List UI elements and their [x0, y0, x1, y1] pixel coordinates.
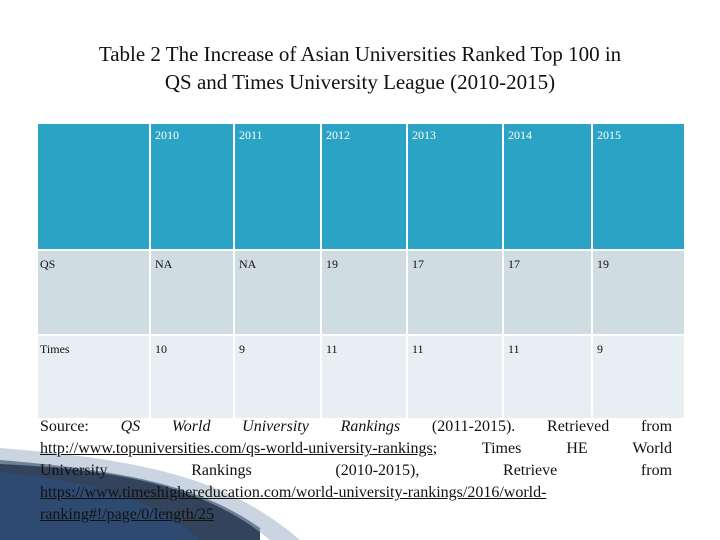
table-header-row: 2010 2011 2012 2013 2014 2015 [36, 122, 686, 251]
source-citation: Source: QS World University Rankings (20… [40, 416, 672, 526]
title-line-2: QS and Times University League (2010-201… [164, 70, 556, 94]
source-line-4: https://www.timeshighereducation.com/wor… [40, 482, 672, 504]
table-row-times: Times 10 9 11 11 11 9 [36, 334, 686, 420]
header-cell-2013: 2013 [406, 122, 504, 251]
header-cell-2010: 2010 [149, 122, 235, 251]
table-cell: NA [149, 249, 235, 336]
table-cell: 17 [406, 249, 504, 336]
source-line-5: ranking#!/page/0/length/25 [40, 504, 672, 526]
table-title: Table 2 The Increase of Asian Universiti… [20, 40, 700, 96]
source-semicolon: ; [432, 440, 438, 457]
header-cell-2014: 2014 [502, 122, 593, 251]
source-qs-years: (2011-2015). [431, 418, 516, 435]
source-qs-name: QS World University Rankings [120, 418, 401, 435]
table-row-qs: QS NA NA 19 17 17 19 [36, 249, 686, 336]
times-rankings-link[interactable]: https://www.timeshighereducation.com/wor… [40, 484, 547, 501]
source-times-prefix: Times HE World [481, 440, 673, 457]
source-retrieved: Retrieved from [547, 418, 673, 435]
table-cell: 10 [149, 334, 235, 420]
source-times-name: University Rankings [40, 462, 252, 479]
qs-rankings-link[interactable]: http://www.topuniversities.com/qs-world-… [40, 440, 433, 457]
row-label-times: Times [36, 334, 151, 420]
table-cell: 9 [233, 334, 322, 420]
source-line-1: Source: QS World University Rankings (20… [40, 416, 672, 438]
header-cell-2015: 2015 [591, 122, 686, 251]
table-cell: NA [233, 249, 322, 336]
table-cell: 19 [320, 249, 408, 336]
header-cell-2012: 2012 [320, 122, 408, 251]
rankings-table: 2010 2011 2012 2013 2014 2015 QS NA NA 1… [36, 122, 686, 420]
table-cell: 11 [406, 334, 504, 420]
table-cell: 9 [591, 334, 686, 420]
table-cell: 19 [591, 249, 686, 336]
source-line-3: University Rankings (2010-2015), Retriev… [40, 460, 672, 482]
header-cell-corner [36, 122, 151, 251]
source-line-2: http://www.topuniversities.com/qs-world-… [40, 438, 672, 460]
source-label: Source: [40, 418, 89, 435]
times-rankings-link-cont[interactable]: ranking#!/page/0/length/25 [40, 506, 215, 523]
table-cell: 11 [320, 334, 408, 420]
table-cell: 17 [502, 249, 593, 336]
source-retrieve: Retrieve from [503, 462, 673, 479]
header-cell-2011: 2011 [233, 122, 322, 251]
table-cell: 11 [502, 334, 593, 420]
title-line-1: Table 2 The Increase of Asian Universiti… [98, 42, 622, 66]
source-times-years: (2010-2015), [335, 462, 420, 479]
row-label-qs: QS [36, 249, 151, 336]
